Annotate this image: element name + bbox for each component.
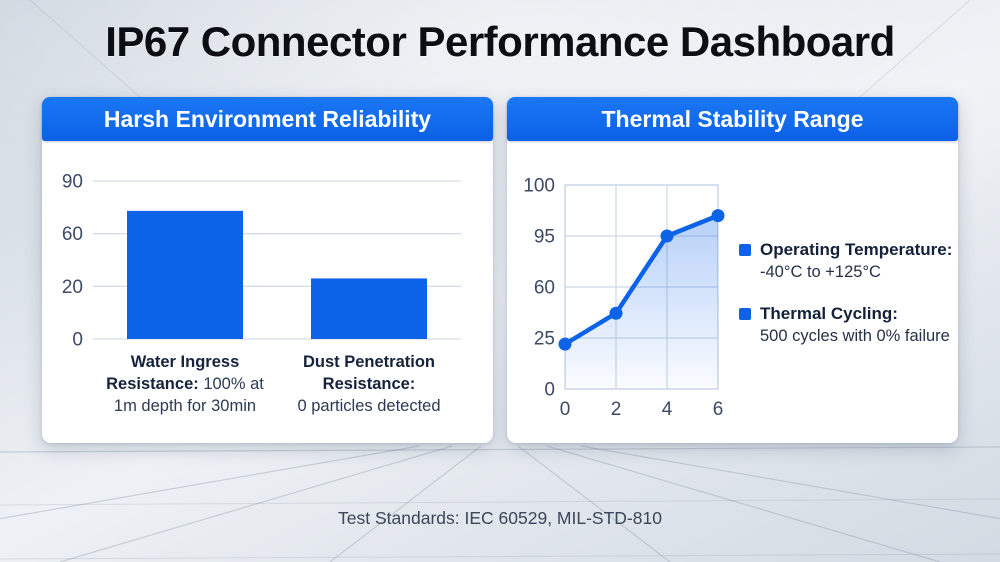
bar-label-line: Resistance: 100% at: [80, 373, 290, 395]
bar-label-line: Dust Penetration: [264, 351, 474, 373]
x-tick-label: 0: [560, 399, 571, 420]
panel-thermal-stability: Thermal Stability Range 0 25 60 95 100 0 2 4 6 O…: [507, 97, 958, 443]
area-fill: [565, 215, 718, 389]
y-tick-label: 60: [534, 278, 555, 299]
y-tick-label: 90: [62, 172, 83, 193]
legend-label: Operating Temperature:: [760, 240, 953, 259]
bar-label-bold-text: Resistance:: [322, 375, 416, 393]
x-tick-label: 2: [611, 399, 622, 420]
data-point-marker: [609, 306, 623, 320]
footer-note: Test Standards: IEC 60529, MIL-STD-810: [338, 508, 662, 528]
bar-label-bold-text: Water Ingress: [130, 353, 240, 371]
bar: [311, 278, 427, 339]
x-tick-label: 6: [713, 399, 724, 420]
bar-chart-svg: 0 20 60 90: [62, 172, 461, 351]
legend-item: Operating Temperature: -40°C to +125°C: [739, 239, 953, 283]
y-tick-label: 0: [72, 330, 83, 351]
bar-label-text: 1m depth for 30min: [113, 397, 257, 415]
x-tick-label: 4: [662, 399, 673, 420]
bar-category-label: Water Ingress Resistance: 100% at 1m depth…: [80, 351, 290, 417]
legend-bullet-icon: [739, 244, 751, 256]
bar-label-line: 0 particles detected: [264, 395, 474, 417]
bar-category-label: Dust Penetration Resistance: 0 particles d…: [264, 351, 474, 417]
legend-bullet-icon: [739, 308, 751, 320]
bar-category-labels: Water Ingress Resistance: 100% at 1m depth…: [42, 351, 493, 431]
legend-text: Thermal Cycling: 500 cycles with 0% failu…: [760, 303, 950, 347]
legend-value: -40°C to +125°C: [760, 263, 881, 281]
data-point-marker: [558, 337, 572, 351]
legend-value: 500 cycles with 0% failure: [760, 327, 950, 345]
bar: [127, 210, 243, 339]
bar-label-line: Resistance:: [264, 373, 474, 395]
legend-text: Operating Temperature: -40°C to +125°C: [760, 239, 952, 283]
bar-label-bold-text: Dust Penetration: [302, 353, 436, 371]
legend-label: Thermal Cycling:: [760, 304, 898, 323]
panel-header-left: Harsh Environment Reliability: [42, 97, 493, 141]
bar-label-text: 0 particles detected: [297, 397, 441, 415]
bar-label-text: 100% at: [198, 375, 264, 393]
bar-label-bold-text: Resistance:: [106, 375, 199, 393]
line-chart-svg: 0 25 60 95 100 0 2 4 6: [523, 176, 725, 420]
y-tick-label: 25: [534, 329, 555, 350]
y-tick-label: 20: [62, 277, 83, 298]
bar-label-line: 1m depth for 30min: [80, 395, 290, 417]
y-tick-label: 60: [62, 224, 83, 245]
data-point-marker: [660, 229, 674, 243]
data-line: [562, 213, 721, 347]
data-point-marker: [711, 209, 725, 223]
y-tick-label: 95: [534, 227, 555, 248]
legend-item: Thermal Cycling: 500 cycles with 0% failu…: [739, 303, 953, 347]
y-tick-label: 100: [523, 176, 555, 197]
panel-harsh-environment: Harsh Environment Reliability 0 20 60 90 Wa…: [42, 97, 493, 443]
panel-header-right: Thermal Stability Range: [507, 97, 958, 141]
y-tick-label: 0: [544, 380, 555, 401]
chart-legend: Operating Temperature: -40°C to +125°C The…: [739, 239, 953, 347]
bar-label-line: Water Ingress: [80, 351, 290, 373]
page-title: IP67 Connector Performance Dashboard: [105, 18, 895, 65]
